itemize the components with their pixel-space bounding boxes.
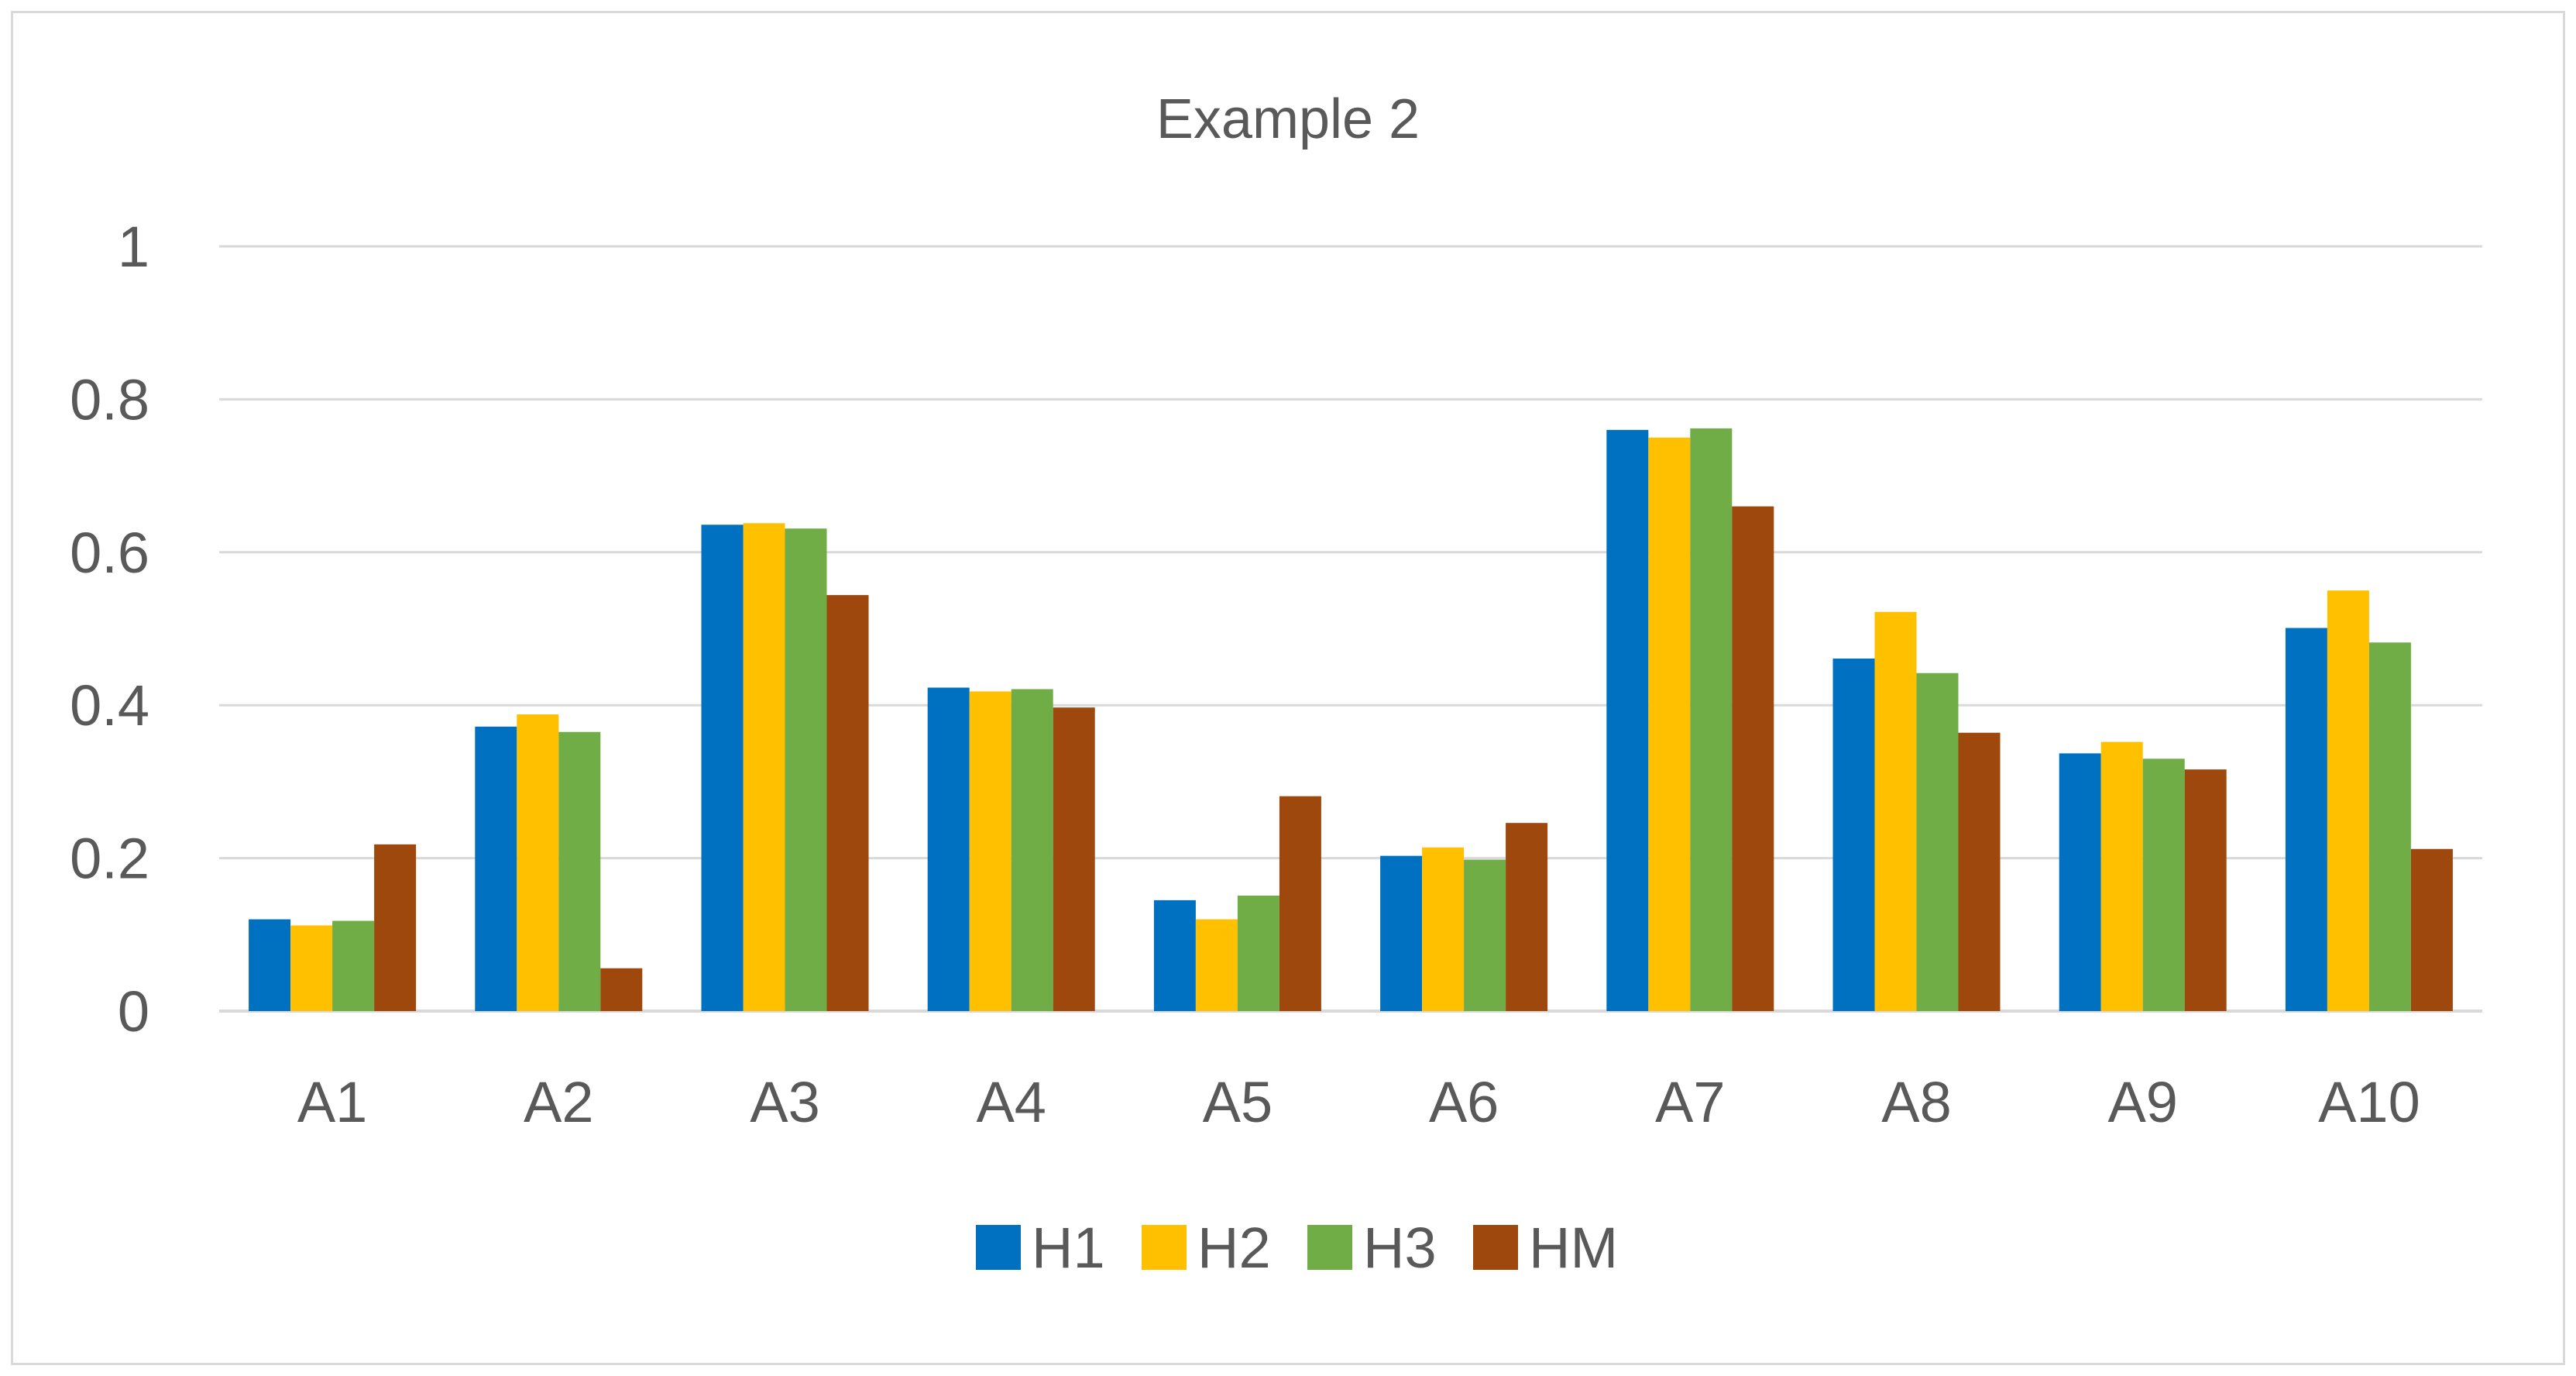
bar-h1-a2 [475,726,517,1011]
bar-h2-a2 [517,714,559,1011]
bar-hm-a4 [1053,707,1095,1011]
legend-swatch-h2 [1142,1225,1187,1270]
x-tick-label: A2 [524,1070,594,1134]
bar-h3-a8 [1916,673,1959,1011]
bar-h1-a4 [927,687,970,1011]
x-tick-label: A4 [976,1070,1046,1134]
chart-frame [11,11,2565,1365]
x-tick-label: A1 [297,1070,368,1134]
bar-h3-a10 [2368,642,2411,1011]
bar-hm-a3 [826,595,869,1011]
x-tick-label: A5 [1203,1070,1273,1134]
bar-h3-a7 [1690,428,1733,1011]
chart-title: Example 2 [1156,88,1420,150]
bar-h2-a9 [2100,741,2143,1011]
bar-h3-a6 [1464,859,1506,1011]
bar-h2-a10 [2327,590,2369,1011]
bar-hm-a5 [1279,796,1321,1011]
bar-h1-a5 [1153,900,1196,1011]
bar-h2-a4 [969,691,1012,1011]
bar-h2-a1 [290,925,333,1011]
x-axis-tick-labels: A1 A2 A3 A4 A5 A6 A7 A8 A9 A10 [297,1070,2420,1134]
bar-h2-a3 [743,523,785,1011]
bar-h1-a10 [2285,628,2327,1011]
bar-h1-a3 [701,525,744,1011]
bar-hm-a1 [374,844,417,1011]
legend: H1 H2 H3 HM [976,1216,1618,1280]
x-tick-label: A8 [1881,1070,1952,1134]
bar-h3-a2 [558,731,601,1011]
bar-h3-a3 [785,528,827,1011]
bar-hm-a8 [1958,732,2001,1011]
legend-label-h3: H3 [1363,1216,1437,1280]
bar-h3-a5 [1237,895,1279,1011]
bar-hm-a6 [1506,823,1548,1011]
x-tick-label: A7 [1655,1070,1726,1134]
legend-swatch-h1 [976,1225,1021,1270]
y-tick-label: 0 [118,979,149,1044]
x-tick-label: A10 [2318,1070,2420,1134]
legend-swatch-hm [1473,1225,1518,1270]
y-tick-label: 0.8 [70,367,149,432]
y-tick-label: 1 [118,215,149,279]
bar-h1-a8 [1832,658,1875,1011]
bar-h2-a8 [1874,611,1917,1011]
bar-h3-a4 [1011,689,1053,1011]
bar-h1-a7 [1606,429,1649,1011]
legend-label-h2: H2 [1197,1216,1271,1280]
legend-swatch-h3 [1307,1225,1352,1270]
x-tick-label: A6 [1429,1070,1499,1134]
bar-h3-a9 [2142,759,2185,1011]
bar-h1-a1 [249,919,291,1011]
bar-h1-a6 [1380,855,1423,1011]
y-axis-tick-labels: 0 0.2 0.4 0.6 0.8 1 [70,215,149,1044]
bar-hm-a2 [600,968,643,1011]
x-tick-label: A9 [2107,1070,2178,1134]
y-tick-label: 0.2 [70,827,149,891]
bar-hm-a10 [2410,848,2453,1011]
y-tick-label: 0.4 [70,673,149,738]
bar-h2-a6 [1422,847,1465,1011]
bar-h1-a9 [2059,753,2101,1011]
bar-h2-a5 [1195,919,1238,1011]
y-tick-label: 0.6 [70,521,149,585]
bar-hm-a9 [2184,769,2227,1011]
bars [249,428,2453,1011]
bar-h2-a7 [1648,437,1691,1011]
x-tick-label: A3 [750,1070,820,1134]
bar-h3-a1 [332,920,375,1011]
legend-label-h1: H1 [1032,1216,1105,1280]
legend-label-hm: HM [1529,1216,1618,1280]
bar-hm-a7 [1732,506,1774,1011]
